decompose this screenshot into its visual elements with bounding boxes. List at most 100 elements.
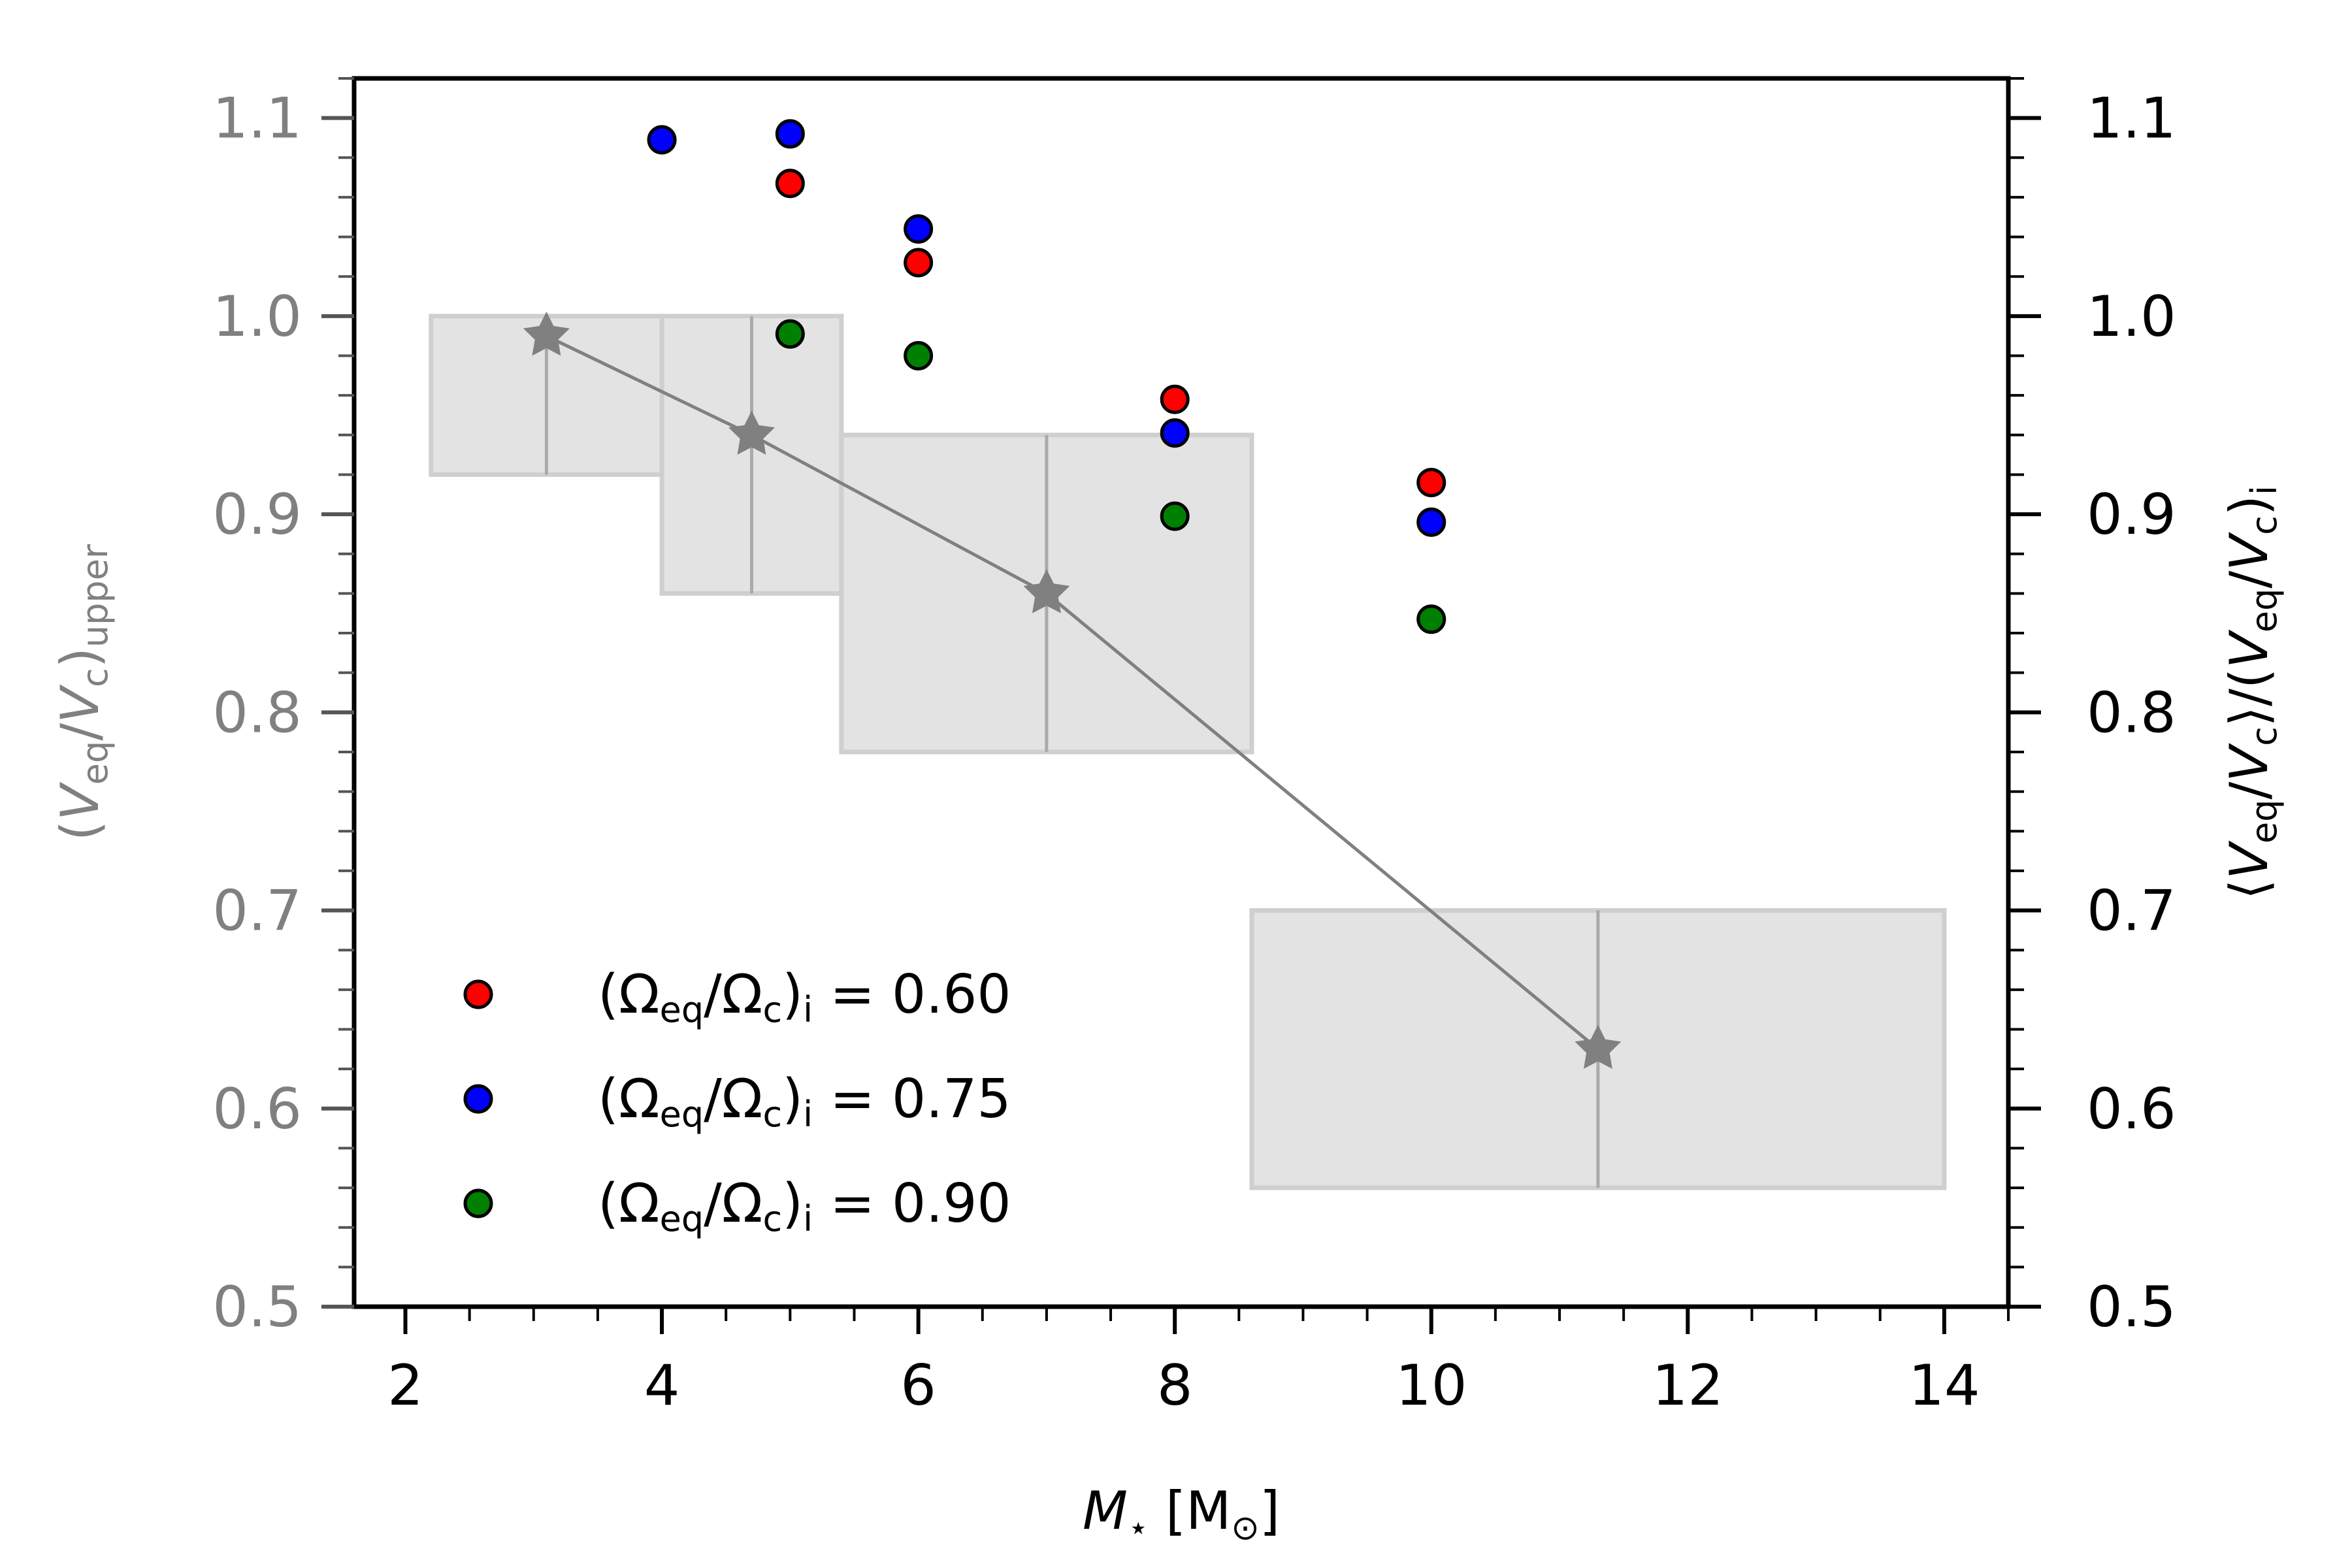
shaded-bins	[429, 314, 1947, 1190]
legend-slash-omega: /Ω	[704, 964, 762, 1026]
upper-limit-line-group	[523, 311, 1622, 1070]
right-label-slash2: /	[2219, 571, 2279, 589]
legend-sub-c: c	[762, 989, 782, 1030]
point-series-0.90-1	[775, 319, 805, 349]
legend-label-0.90: (Ωeq/Ωc)i = 0.90	[598, 1173, 1011, 1239]
point-series-0.75-2	[775, 119, 805, 149]
right-label-sub-i: i	[2244, 485, 2285, 495]
upper-limit-star-1	[523, 311, 570, 356]
axis-labels: M⋆ [M⊙](Veq/Vc)upper⟨Veq/Vc⟩/(Veq/Vc)i	[50, 485, 2285, 1548]
point-series-0.90-3	[1160, 501, 1190, 531]
right-label-v4: V	[2219, 532, 2279, 571]
left-tick-label: 0.9	[212, 482, 302, 547]
legend-slash-omega: /Ω	[704, 1068, 762, 1130]
legend-open-omega: (Ω	[598, 964, 660, 1026]
right-label-sub-c1: c	[2244, 727, 2285, 746]
right-axis-label: ⟨Veq/Vc⟩/(Veq/Vc)i	[2219, 485, 2285, 900]
legend-label-0.60: (Ωeq/Ωc)i = 0.60	[598, 964, 1011, 1030]
legend-close: )	[782, 1068, 803, 1130]
right-label-sub-eq2: eq	[2244, 589, 2285, 633]
left-label-slash: /	[50, 723, 110, 741]
point-series-0.60-2	[904, 248, 934, 278]
right-label-sub-c2: c	[2244, 515, 2285, 535]
left-label-sub-c: c	[74, 668, 116, 687]
left-label-v2: V	[50, 684, 110, 723]
x-tick-label: 6	[900, 1353, 936, 1418]
left-tick-label: 0.7	[212, 879, 302, 944]
x-tick-label: 12	[1652, 1353, 1723, 1418]
legend-sub-c: c	[762, 1094, 782, 1135]
x-tick-label: 2	[387, 1353, 423, 1418]
left-axis-label: (Veq/Vc)upper	[50, 544, 116, 841]
axis-ticks: 2 4 6 8 10 12 14 0.5 0.6 0.7 0.8 0.9 1.0 1.1 0.5 0.6 0.7…	[212, 77, 2176, 1418]
legend-value: = 0.90	[813, 1173, 1011, 1235]
x-tick-label: 8	[1157, 1353, 1193, 1418]
x-axis-label: M⋆ [M⊙]	[1083, 1480, 1280, 1548]
right-label-open-angle: ⟨	[2219, 879, 2279, 900]
upper-limit-star-3	[1023, 569, 1070, 613]
left-label-sub-upper: upper	[74, 544, 116, 647]
legend-label-0.75: (Ωeq/Ωc)i = 0.75	[598, 1068, 1011, 1135]
left-label-close: )	[50, 647, 110, 668]
x-tick-label: 10	[1396, 1353, 1467, 1418]
legend-close: )	[782, 964, 803, 1026]
x-tick-label: 14	[1908, 1353, 1980, 1418]
right-label-close: )	[2219, 495, 2279, 515]
legend-sub-eq: eq	[660, 1094, 704, 1135]
left-tick-label: 0.8	[212, 680, 302, 745]
right-tick-label: 1.1	[2087, 86, 2176, 152]
legend-close: )	[782, 1173, 803, 1235]
right-tick-label: 0.6	[2087, 1077, 2176, 1142]
plot-frame-border	[351, 76, 2011, 1309]
right-label-v2: V	[2219, 743, 2279, 782]
right-tick-label: 0.7	[2087, 879, 2176, 944]
upper-limit-star-2	[728, 410, 776, 455]
left-label-v1: V	[50, 781, 110, 821]
point-series-0.60-4	[1416, 468, 1446, 498]
x-label-unit-open: [M	[1149, 1480, 1232, 1541]
legend-sub-c: c	[762, 1198, 782, 1239]
left-label-sub-eq: eq	[74, 741, 116, 785]
legend-open-omega: (Ω	[598, 1068, 660, 1130]
point-series-0.90-4	[1416, 604, 1446, 634]
point-series-0.75-1	[647, 125, 677, 155]
left-label-open: (	[50, 821, 110, 841]
right-label-v1: V	[2219, 840, 2279, 879]
legend-marker-0.90	[463, 1188, 493, 1218]
legend-value: = 0.60	[813, 964, 1011, 1026]
right-label-slash1: /	[2219, 782, 2279, 800]
right-label-close-angle: ⟩/(	[2219, 668, 2279, 727]
x-label-unit-subscript: ⊙	[1231, 1509, 1260, 1548]
legend-marker-0.60	[463, 979, 493, 1009]
legend-sub-i: i	[803, 1094, 813, 1135]
right-tick-label: 0.8	[2087, 680, 2176, 745]
legend-value: = 0.75	[813, 1068, 1011, 1130]
data-points	[647, 119, 1446, 634]
right-tick-label: 1.0	[2087, 284, 2176, 350]
left-tick-label: 1.1	[212, 86, 302, 152]
legend: (Ωeq/Ωc)i = 0.60(Ωeq/Ωc)i = 0.75(Ωeq/Ωc)…	[463, 964, 1011, 1239]
left-tick-label: 0.5	[212, 1275, 302, 1340]
x-label-subscript: ⋆	[1128, 1509, 1149, 1548]
point-series-0.60-1	[775, 169, 805, 199]
point-series-0.75-4	[1160, 418, 1190, 448]
right-tick-label: 0.5	[2087, 1275, 2176, 1340]
left-tick-label: 1.0	[212, 284, 302, 350]
right-label-sub-eq1: eq	[2244, 800, 2285, 844]
x-tick-label: 4	[644, 1353, 680, 1418]
right-tick-label: 0.9	[2087, 482, 2176, 547]
legend-slash-omega: /Ω	[704, 1173, 762, 1235]
legend-marker-0.75	[463, 1084, 493, 1114]
plot-frame	[351, 76, 2011, 1309]
upper-limit-line	[546, 334, 1599, 1051]
point-series-0.75-3	[904, 214, 934, 244]
legend-sub-eq: eq	[660, 1198, 704, 1239]
point-series-0.60-3	[1160, 384, 1190, 414]
legend-open-omega: (Ω	[598, 1173, 660, 1235]
x-label-symbol: M	[1083, 1480, 1128, 1541]
legend-sub-eq: eq	[660, 989, 704, 1030]
x-label-unit-close: ]	[1260, 1480, 1280, 1541]
legend-sub-i: i	[803, 989, 813, 1030]
right-label-v3: V	[2219, 629, 2279, 668]
